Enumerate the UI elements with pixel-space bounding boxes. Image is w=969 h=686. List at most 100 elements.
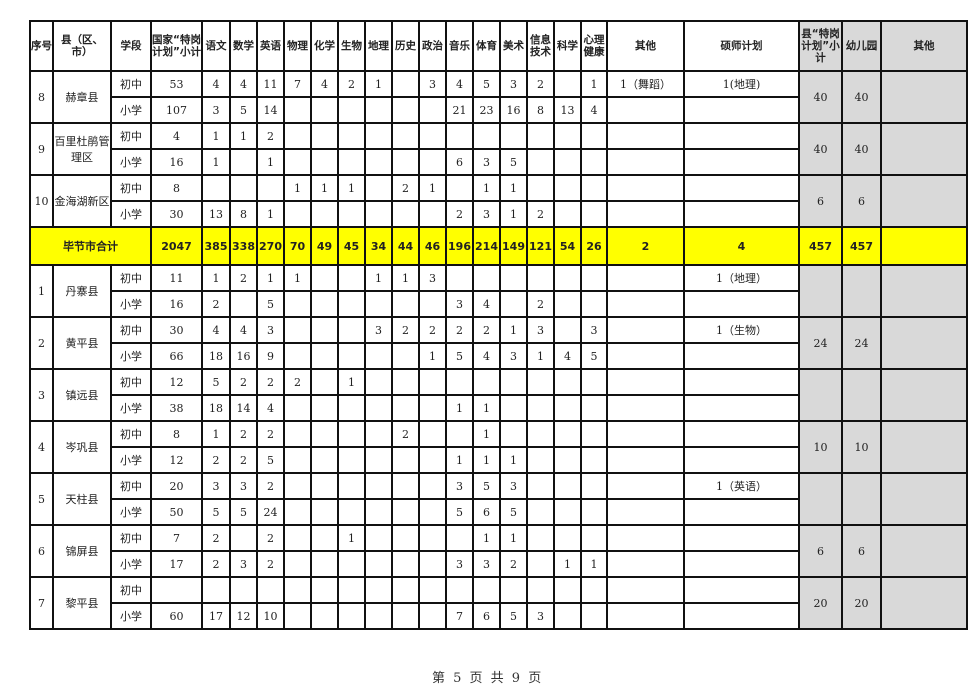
table-cell: 13 <box>201 200 231 228</box>
table-cell <box>337 200 366 228</box>
table-cell: 1 <box>256 148 285 176</box>
table-cell: 1 <box>499 316 528 344</box>
table-cell: 2 <box>229 420 258 448</box>
table-cell <box>472 368 501 396</box>
school-stage: 小学 <box>110 148 152 176</box>
other-count <box>880 70 968 124</box>
table-row: 3 镇远县 初中 12 5 2 2 2 1 <box>29 368 968 422</box>
table-cell <box>580 148 608 176</box>
table-row: 小学 17 2 3 2 3 3 2 1 1 <box>30 550 967 578</box>
table-cell <box>364 550 393 578</box>
county-name: 镇远县 <box>52 368 112 422</box>
table-cell <box>606 446 685 474</box>
table-cell <box>526 174 555 202</box>
kindergarten-count: 6 <box>841 524 882 578</box>
table-cell <box>683 174 800 202</box>
table-cell <box>606 524 685 552</box>
table-cell <box>499 264 528 292</box>
table-cell: 8 <box>150 420 203 448</box>
table-cell: 13 <box>553 96 582 124</box>
table-cell: 1 <box>201 122 231 150</box>
table-cell: 5 <box>472 472 501 500</box>
table-cell <box>526 264 555 292</box>
table-cell <box>526 446 555 474</box>
table-cell <box>337 576 366 604</box>
table-cell <box>526 122 555 150</box>
table-cell: 17 <box>201 602 231 630</box>
table-cell <box>683 394 800 422</box>
header-row: 序号 县（区、市） 学段 国家“特岗计划”小计 语文 数学 英语 物理 化学 生物 地理 历史 政治 音乐… <box>29 20 968 72</box>
table-cell <box>580 420 608 448</box>
table-cell <box>229 174 258 202</box>
school-stage: 初中 <box>110 472 152 500</box>
column-header: 学段 <box>110 20 152 72</box>
table-cell <box>580 200 608 228</box>
column-header: 县“特岗 计划”小计 <box>798 20 843 72</box>
school-stage: 初中 <box>110 174 152 202</box>
row-number: 10 <box>29 174 54 228</box>
table-cell <box>364 368 393 396</box>
table-cell: 5 <box>201 368 231 396</box>
table-cell <box>310 264 339 292</box>
column-header: 信息技术 <box>526 20 555 72</box>
table-cell <box>310 576 339 604</box>
table-cell: 1 <box>364 70 393 98</box>
table-cell <box>337 498 366 526</box>
table-cell <box>683 342 800 370</box>
table-cell <box>391 200 420 228</box>
table-cell: 8 <box>150 174 203 202</box>
table-cell <box>445 524 474 552</box>
table-cell <box>445 264 474 292</box>
table-cell <box>683 290 800 318</box>
table-cell <box>683 602 800 630</box>
table-cell: 30 <box>150 200 203 228</box>
table-cell: 4 <box>445 70 474 98</box>
table-cell: 1 <box>499 524 528 552</box>
table-cell: 16 <box>150 148 203 176</box>
table-cell <box>364 342 393 370</box>
table-cell <box>391 498 420 526</box>
school-stage: 小学 <box>110 200 152 228</box>
total-cell: 45 <box>337 226 366 266</box>
school-stage: 初中 <box>110 576 152 604</box>
table-cell: 3 <box>445 472 474 500</box>
total-cell: 2 <box>606 226 685 266</box>
table-cell: 2 <box>256 472 285 500</box>
table-cell: 1 <box>499 174 528 202</box>
table-cell <box>606 576 685 604</box>
table-cell: 2 <box>472 316 501 344</box>
page-number: 第 5 页 共 9 页 <box>432 671 544 686</box>
table-cell <box>553 174 582 202</box>
total-cell: 54 <box>553 226 582 266</box>
table-cell: 2 <box>201 524 231 552</box>
table-cell: 107 <box>150 96 203 124</box>
table-cell <box>391 602 420 630</box>
table-cell: 1 <box>499 446 528 474</box>
kindergarten-count: 40 <box>841 122 882 176</box>
table-cell <box>391 368 420 396</box>
table-cell <box>256 174 285 202</box>
table-row: 10 金海湖新区 初中 8 1 1 1 2 1 1 1 6 6 <box>29 174 968 228</box>
school-stage: 初中 <box>110 524 152 552</box>
total-cell: 338 <box>229 226 258 266</box>
table-cell <box>337 96 366 124</box>
table-cell: 18 <box>201 394 231 422</box>
table-cell <box>683 200 800 228</box>
other-count <box>880 524 968 578</box>
table-row: 5 天柱县 初中 20 3 3 2 3 5 3 1（英语） <box>29 472 968 526</box>
table-cell: 1 <box>472 174 501 202</box>
kindergarten-count <box>841 264 882 318</box>
row-number: 7 <box>29 576 54 630</box>
column-header: 生物 <box>337 20 366 72</box>
table-cell: 5 <box>499 498 528 526</box>
table-cell <box>310 394 339 422</box>
table-cell: 11 <box>256 70 285 98</box>
table-cell: 4 <box>201 70 231 98</box>
column-header: 历史 <box>391 20 420 72</box>
other-count <box>880 368 968 422</box>
table-cell: 2 <box>229 264 258 292</box>
table-cell <box>683 122 800 150</box>
column-header: 幼儿园 <box>841 20 882 72</box>
column-header: 国家“特岗计划”小计 <box>150 20 203 72</box>
table-cell: 6 <box>472 498 501 526</box>
